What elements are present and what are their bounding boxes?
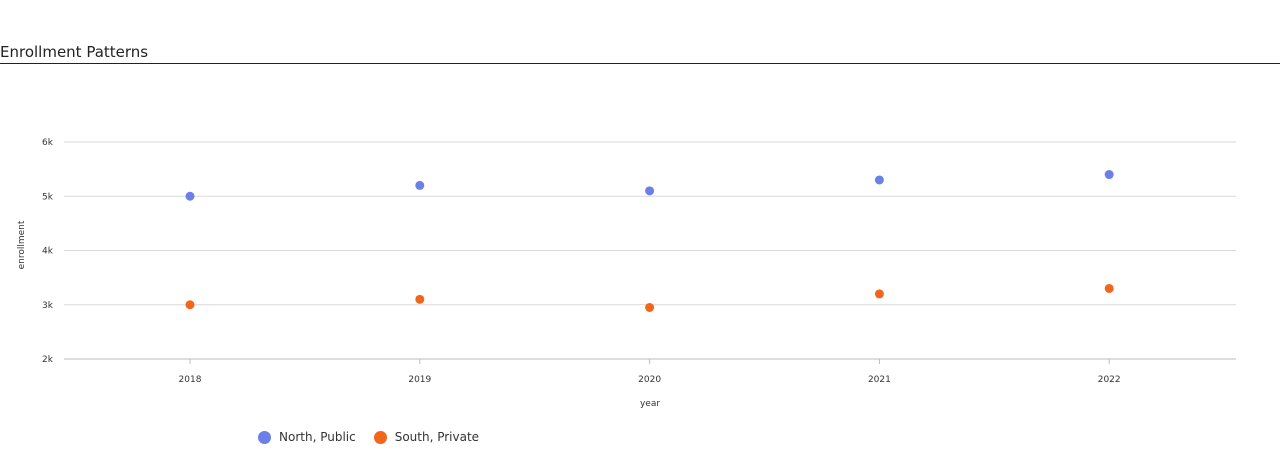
y-axis-title: enrollment bbox=[17, 220, 27, 269]
y-tick-label: 4k bbox=[42, 247, 54, 257]
legend-item-series-2[interactable]: South, Private bbox=[373, 430, 480, 444]
y-tick-label: 6k bbox=[42, 138, 54, 148]
x-tick-label: 2021 bbox=[868, 375, 891, 385]
data-point-series-1[interactable] bbox=[415, 180, 425, 190]
y-tick-label: 2k bbox=[42, 355, 54, 365]
data-point-series-2[interactable] bbox=[1104, 283, 1114, 293]
y-tick-label: 5k bbox=[42, 192, 54, 202]
legend-label: South, Private bbox=[394, 430, 480, 444]
gridlines bbox=[64, 141, 1236, 360]
data-point-series-2[interactable] bbox=[185, 300, 195, 310]
x-axis-ticks: 2018 2019 2020 2021 2022 bbox=[179, 359, 1121, 385]
x-tick-label: 2018 bbox=[179, 375, 202, 385]
data-point-series-1[interactable] bbox=[185, 191, 195, 201]
legend-label: North, Public bbox=[279, 430, 356, 444]
x-tick-label: 2022 bbox=[1098, 375, 1121, 385]
x-tick-label: 2020 bbox=[638, 375, 661, 385]
legend-swatch bbox=[373, 430, 387, 444]
legend-item-series-1[interactable]: North, Public bbox=[258, 430, 356, 444]
data-point-series-1[interactable] bbox=[1104, 170, 1114, 180]
data-points bbox=[185, 170, 1114, 312]
x-tick-label: 2019 bbox=[408, 375, 431, 385]
data-point-series-2[interactable] bbox=[415, 294, 425, 304]
page-title: Enrollment Patterns bbox=[0, 43, 149, 61]
y-tick-label: 3k bbox=[42, 301, 54, 311]
data-point-series-2[interactable] bbox=[645, 302, 655, 312]
data-point-series-2[interactable] bbox=[874, 289, 884, 299]
x-axis-title: year bbox=[640, 399, 660, 409]
title-divider bbox=[0, 63, 1280, 64]
y-axis-ticks: 2k 3k 4k 5k 6k bbox=[42, 138, 54, 365]
data-point-series-1[interactable] bbox=[874, 175, 884, 185]
legend-swatch bbox=[258, 430, 271, 444]
data-point-series-1[interactable] bbox=[645, 186, 655, 196]
chart-legend: North, Public South, Private bbox=[258, 430, 497, 444]
